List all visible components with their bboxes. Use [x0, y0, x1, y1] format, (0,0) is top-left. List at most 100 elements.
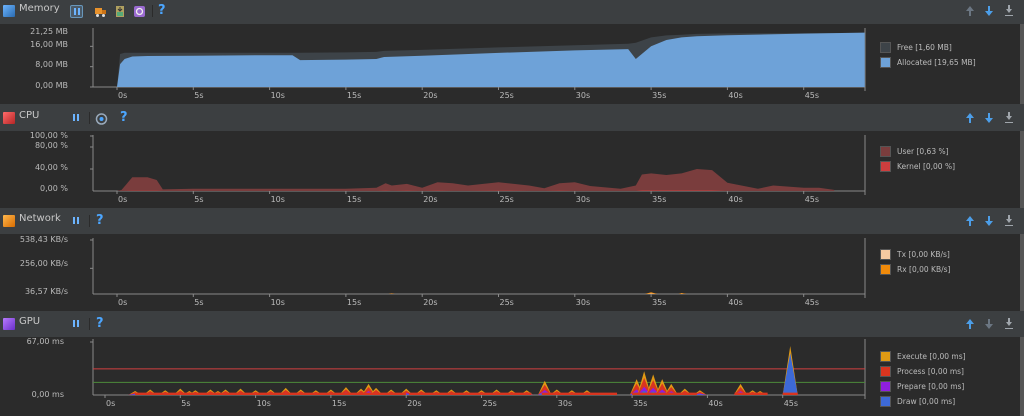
cpu-kernel-area	[117, 190, 835, 191]
scrollbar[interactable]	[1020, 234, 1024, 311]
minimize-icon[interactable]	[1003, 5, 1015, 17]
heap-dump-icon[interactable]	[114, 5, 127, 18]
y-axis-label: 16,00 MB	[30, 40, 68, 49]
x-tick-label: 10s	[271, 195, 285, 204]
gpu-draw-spike	[782, 353, 798, 395]
legend-swatch	[880, 57, 891, 68]
gpu-header: GPU ?	[0, 313, 1024, 335]
cpu-panel: CPU ? 0s 5s 10s 15s 20s 25s 30s 35s 40s 45s 100,0…	[0, 107, 1024, 210]
gpu-process-spike	[537, 384, 552, 395]
gpu-baseline-band	[135, 392, 407, 395]
x-tick-label: 0s	[106, 399, 115, 408]
pause-icon[interactable]	[70, 5, 83, 18]
move-down-icon[interactable]	[983, 318, 995, 330]
cpu-chart-svg: 0s 5s 10s 15s 20s 25s 30s 35s 40s 45s	[90, 135, 866, 204]
move-up-icon[interactable]	[964, 318, 976, 330]
allocated-memory-area	[117, 32, 865, 87]
y-axis-label: 0,00 MB	[35, 81, 68, 90]
y-axis-label: 538,43 KB/s	[19, 235, 68, 244]
y-axis-label: 256,00 KB/s	[19, 259, 68, 268]
x-tick-label: 25s	[500, 195, 514, 204]
network-title: Network	[19, 213, 61, 224]
x-tick-label: 35s	[652, 298, 666, 307]
x-tick-label: 30s	[558, 399, 572, 408]
network-chart: 0s 5s 10s 15s 20s 25s 30s 35s 40s 45s 538,43 KB/s…	[0, 234, 1020, 311]
legend-swatch	[880, 366, 891, 377]
y-axis-label: 0,00 %	[40, 184, 68, 193]
move-down-icon[interactable]	[983, 112, 995, 124]
legend-swatch	[880, 42, 891, 53]
help-icon[interactable]: ?	[158, 3, 166, 18]
memory-monitor-icon	[3, 5, 15, 17]
legend-swatch	[880, 264, 891, 275]
x-tick-label: 30s	[576, 298, 590, 307]
network-header: Network ?	[0, 210, 1024, 232]
toolbar-separator	[89, 318, 90, 330]
x-tick-label: 35s	[652, 91, 666, 100]
x-tick-label: 30s	[576, 195, 590, 204]
scrollbar[interactable]	[1020, 24, 1024, 104]
pause-icon[interactable]	[70, 112, 83, 125]
x-tick-label: 40s	[728, 298, 742, 307]
legend-swatch	[880, 396, 891, 407]
gpu-baseline-band	[782, 392, 798, 395]
gpu-baseline-band	[409, 392, 532, 395]
x-tick-label: 30s	[576, 91, 590, 100]
move-up-icon[interactable]	[964, 215, 976, 227]
legend-swatch	[880, 161, 891, 172]
x-tick-label: 25s	[483, 399, 497, 408]
cpu-chart: 0s 5s 10s 15s 20s 25s 30s 35s 40s 45s 100,00 % 80…	[0, 131, 1020, 208]
network-monitor-icon	[3, 215, 15, 227]
gpu-panel: GPU ? 0s 5s 10s 15s 20s 25s 30s 35s 40s 45s 67,00…	[0, 313, 1024, 416]
help-icon[interactable]: ?	[96, 213, 104, 228]
x-tick-label: 45s	[784, 399, 798, 408]
y-axis-label: 8,00 MB	[35, 60, 68, 69]
network-panel: Network ? 0s 5s 10s 15s 20s 25s 30s 35s 40s 45s 5…	[0, 210, 1024, 313]
x-tick-label: 5s	[194, 195, 203, 204]
y-axis-label: 36,57 KB/s	[24, 287, 68, 296]
toolbar-separator	[89, 215, 90, 227]
gpu-chart-svg: 0s 5s 10s 15s 20s 25s 30s 35s 40s 45s	[90, 339, 866, 408]
gpu-baseline-band	[734, 392, 768, 395]
x-tick-label: 40s	[708, 399, 722, 408]
y-axis-label: 100,00 %	[29, 131, 68, 140]
x-tick-label: 35s	[652, 195, 666, 204]
cpu-monitor-icon	[3, 112, 15, 124]
legend-swatch	[880, 146, 891, 157]
x-tick-label: 10s	[271, 298, 285, 307]
help-icon[interactable]: ?	[120, 110, 128, 125]
minimize-icon[interactable]	[1003, 112, 1015, 124]
x-tick-label: 20s	[423, 195, 437, 204]
gpu-baseline-band	[541, 392, 618, 395]
gpu-title: GPU	[19, 316, 41, 327]
network-chart-svg: 0s 5s 10s 15s 20s 25s 30s 35s 40s 45s	[90, 238, 866, 307]
x-tick-label: 0s	[118, 195, 127, 204]
x-tick-label: 35s	[633, 399, 647, 408]
legend-swatch	[880, 351, 891, 362]
y-axis-label: 80,00 %	[34, 141, 68, 150]
scrollbar[interactable]	[1020, 131, 1024, 208]
minimize-icon[interactable]	[1003, 318, 1015, 330]
x-tick-label: 0s	[118, 91, 127, 100]
pause-icon[interactable]	[70, 215, 83, 228]
move-up-icon[interactable]	[964, 5, 976, 17]
pause-icon[interactable]	[70, 318, 83, 331]
x-tick-label: 45s	[805, 91, 819, 100]
x-tick-label: 5s	[181, 399, 190, 408]
move-up-icon[interactable]	[964, 112, 976, 124]
help-icon[interactable]: ?	[96, 316, 104, 331]
x-tick-label: 40s	[728, 91, 742, 100]
move-down-icon[interactable]	[983, 215, 995, 227]
gc-truck-icon[interactable]	[94, 5, 107, 18]
method-trace-icon[interactable]	[95, 112, 108, 125]
scrollbar[interactable]	[1020, 337, 1024, 416]
x-tick-label: 45s	[805, 298, 819, 307]
x-tick-label: 10s	[271, 91, 285, 100]
memory-chart: 0s 5s 10s 15s 20s 25s 30s 35s 40s 45s 21,25 MB 16…	[0, 24, 1020, 104]
toolbar-separator	[152, 5, 153, 17]
allocation-tracker-icon[interactable]	[133, 5, 146, 18]
gpu-process-spike	[655, 383, 669, 395]
minimize-icon[interactable]	[1003, 215, 1015, 227]
cpu-title: CPU	[19, 110, 40, 121]
move-down-icon[interactable]	[983, 5, 995, 17]
